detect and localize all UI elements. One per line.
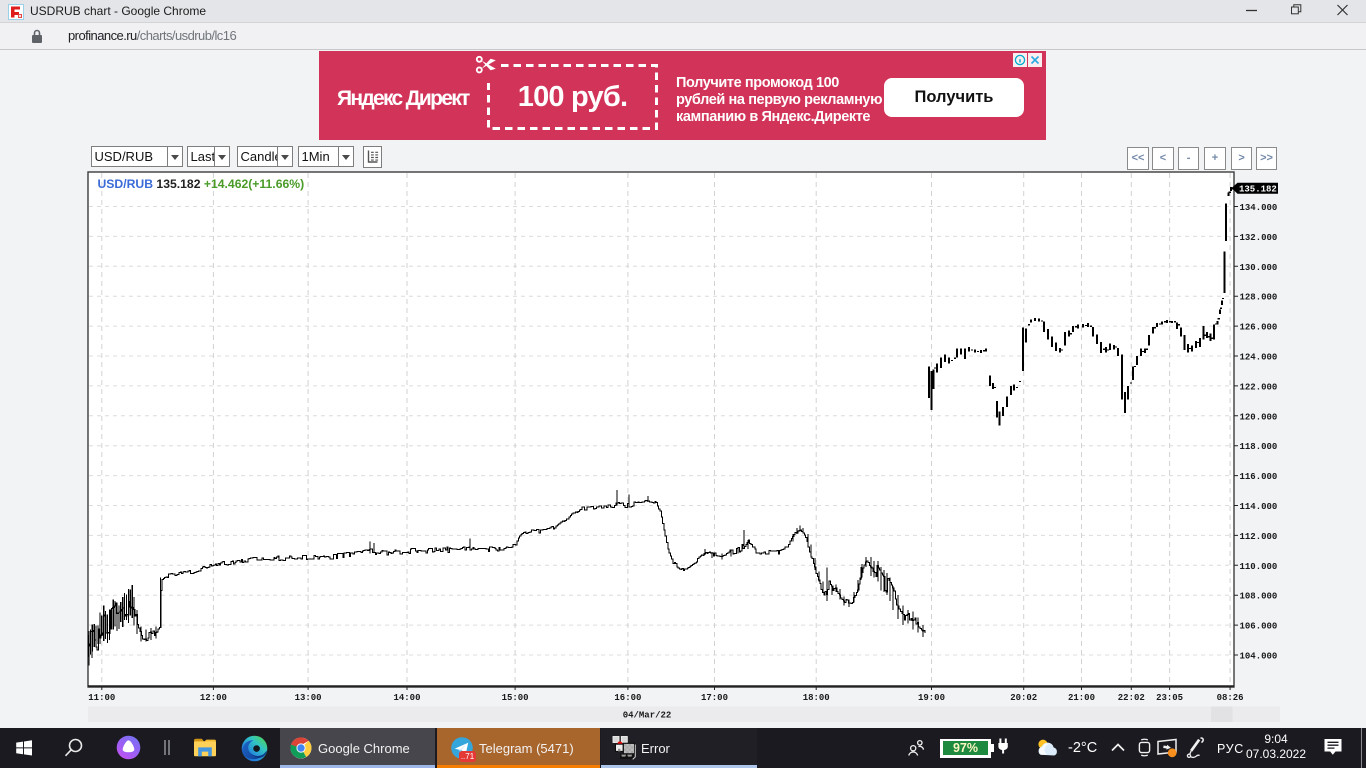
svg-text:12:00: 12:00 (200, 693, 227, 703)
svg-text:130.000: 130.000 (1240, 263, 1278, 273)
svg-text:USD/RUB 135.182 +14.462(+11.66: USD/RUB 135.182 +14.462(+11.66%) (98, 177, 305, 191)
svg-text:11:00: 11:00 (88, 693, 115, 703)
svg-text:15:00: 15:00 (502, 693, 529, 703)
svg-text:114.000: 114.000 (1240, 502, 1278, 512)
svg-text:134.000: 134.000 (1240, 203, 1278, 213)
svg-text:23:05: 23:05 (1156, 693, 1183, 703)
svg-text:124.000: 124.000 (1240, 353, 1278, 363)
svg-text:122.000: 122.000 (1240, 382, 1278, 392)
svg-text:13:00: 13:00 (295, 693, 322, 703)
svg-text:104.000: 104.000 (1240, 652, 1278, 662)
svg-text:116.000: 116.000 (1240, 472, 1278, 482)
svg-text:128.000: 128.000 (1240, 293, 1278, 303)
svg-text:20:02: 20:02 (1010, 693, 1037, 703)
svg-text:112.000: 112.000 (1240, 532, 1278, 542)
svg-text:132.000: 132.000 (1240, 233, 1278, 243)
svg-text:16:00: 16:00 (614, 693, 641, 703)
svg-text:21:00: 21:00 (1068, 693, 1095, 703)
svg-text:08:26: 08:26 (1217, 693, 1244, 703)
svg-text:118.000: 118.000 (1240, 442, 1278, 452)
svg-text:14:00: 14:00 (393, 693, 420, 703)
svg-text:126.000: 126.000 (1240, 323, 1278, 333)
svg-text:120.000: 120.000 (1240, 412, 1278, 422)
svg-text:106.000: 106.000 (1240, 622, 1278, 632)
svg-text:108.000: 108.000 (1240, 592, 1278, 602)
svg-text:19:00: 19:00 (918, 693, 945, 703)
svg-text:110.000: 110.000 (1240, 562, 1278, 572)
svg-text:22:02: 22:02 (1118, 693, 1145, 703)
svg-text:17:00: 17:00 (701, 693, 728, 703)
svg-text:135.182: 135.182 (1239, 185, 1277, 195)
svg-text:04/Mar/22: 04/Mar/22 (623, 711, 672, 721)
svg-text:18:00: 18:00 (803, 693, 830, 703)
